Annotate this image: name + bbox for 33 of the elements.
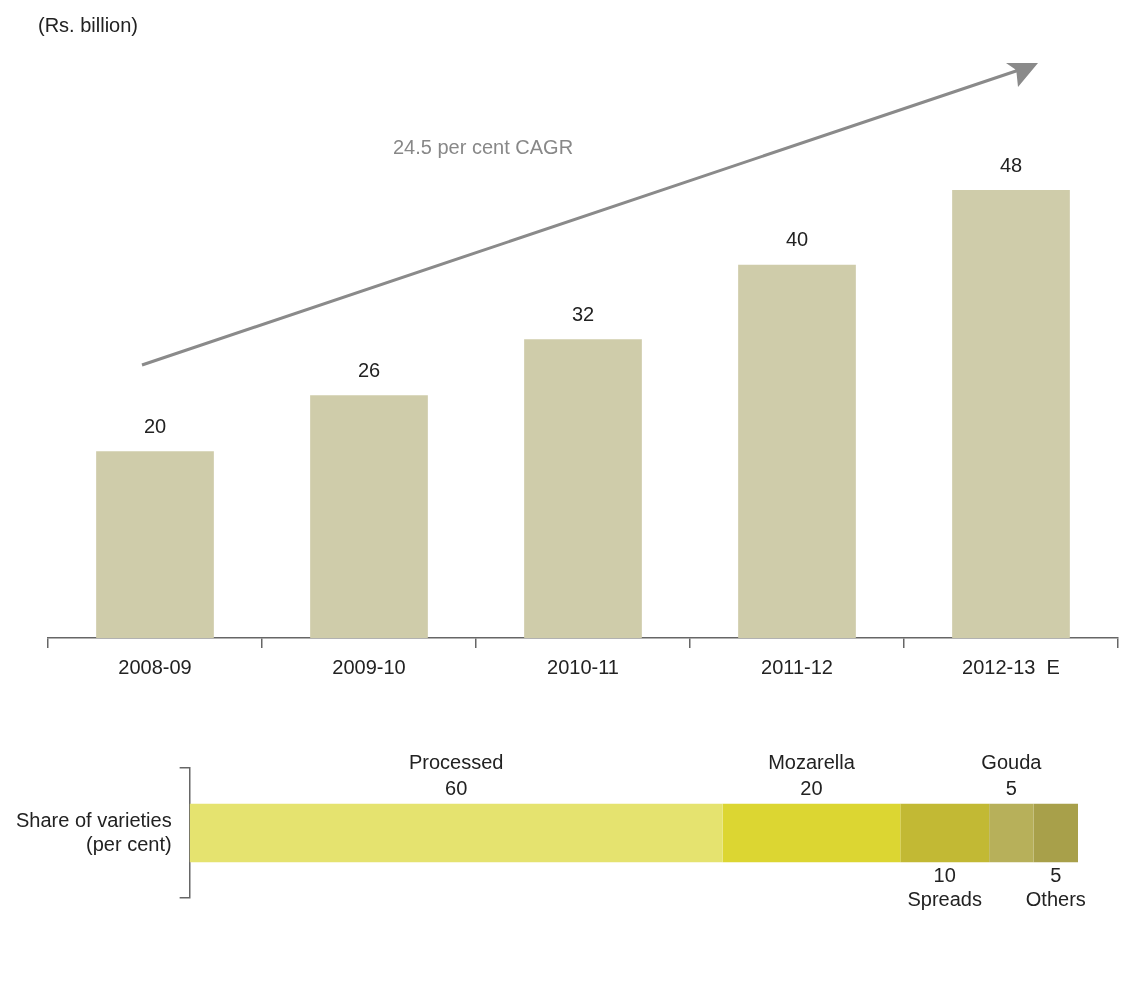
bar [189,803,723,863]
data-label: 5 [1050,863,1062,886]
bar [722,803,901,863]
bar [738,264,856,638]
bar [524,339,642,638]
x-tick-label: 2011-12 [761,655,833,678]
data-label: 20 [143,414,167,437]
data-label: 48 [999,153,1023,176]
bar [1033,803,1078,863]
text: 24.5 per cent CAGR [393,136,574,159]
data-label: 40 [785,228,809,251]
bar [989,803,1034,863]
data-label: 32 [571,302,595,325]
bar [900,803,990,863]
series-label: Mozarella [768,751,856,774]
series-label: Others [1025,887,1086,910]
x-tick-label: 2008-09 [118,655,192,678]
bar [310,395,428,638]
y-axis-title: (Rs. billion) [38,14,139,37]
x-tick-label: 2010-11 [547,655,619,678]
x-tick-label: 2012-13 E [962,655,1060,678]
series-label: Processed [408,751,504,774]
data-label: 10 [933,863,956,886]
data-label: 20 [800,777,823,800]
x-tick-label: 2009-10 [332,655,406,678]
data-label: 26 [357,358,381,381]
bar [952,190,1070,638]
y-tick-label: Share of varieties (per cent) [15,808,172,855]
data-label: 60 [445,777,468,800]
series-label: Spreads [907,887,982,910]
series-label: Gouda [981,751,1043,774]
bar [96,451,214,638]
data-label: 5 [1005,777,1017,800]
